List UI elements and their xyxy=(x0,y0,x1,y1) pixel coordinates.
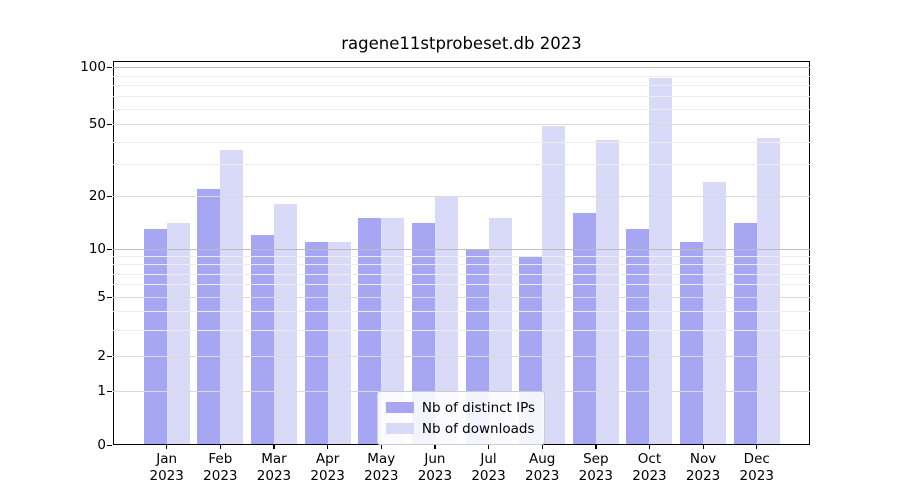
y-tick-50 xyxy=(107,123,112,125)
y-tick-1 xyxy=(107,390,112,392)
y-tick-label-20: 20 xyxy=(88,188,106,204)
x-tick-label-nov: Nov 2023 xyxy=(685,451,721,484)
x-tick-oct xyxy=(648,445,651,449)
bar-distinct-ips-jan xyxy=(143,228,167,444)
bar-downloads-feb xyxy=(220,149,244,444)
bar-distinct-ips-oct xyxy=(626,228,650,444)
minor-gridline-80 xyxy=(113,85,810,87)
x-tick-aug xyxy=(541,445,543,449)
bar-downloads-oct xyxy=(649,77,673,444)
x-tick-label-jul: Jul 2023 xyxy=(471,451,506,484)
legend-swatch-distinct-ips xyxy=(385,402,414,413)
minor-gridline-60 xyxy=(113,109,810,110)
y-tick-label-50: 50 xyxy=(88,116,106,132)
y-tick-label-10: 10 xyxy=(88,241,106,257)
gridline-5 xyxy=(113,297,810,298)
x-tick-label-dec: Dec 2023 xyxy=(739,451,774,484)
legend: Nb of distinct IPs Nb of downloads xyxy=(376,391,546,445)
x-tick-label-sep: Sep 2023 xyxy=(578,451,613,484)
x-tick-jun xyxy=(434,445,436,449)
x-tick-label-apr: Apr 2023 xyxy=(310,451,345,484)
bar-downloads-apr xyxy=(327,241,351,444)
legend-entry-distinct-ips: Nb of distinct IPs xyxy=(385,397,536,418)
x-tick-feb xyxy=(219,445,222,449)
y-tick-2 xyxy=(107,355,112,357)
x-tick-label-feb: Feb 2023 xyxy=(203,451,238,484)
bar-downloads-mar xyxy=(273,204,297,444)
legend-swatch-downloads xyxy=(385,423,414,434)
minor-gridline-90 xyxy=(113,75,810,77)
bar-distinct-ips-sep xyxy=(572,213,596,444)
bar-distinct-ips-dec xyxy=(733,223,757,444)
gridline-10 xyxy=(113,249,810,250)
gridline-2 xyxy=(113,356,810,357)
minor-gridline-6 xyxy=(113,284,810,286)
y-tick-5 xyxy=(107,296,112,298)
minor-gridline-70 xyxy=(113,96,810,98)
x-tick-apr xyxy=(327,445,329,449)
bar-downloads-nov xyxy=(703,181,727,444)
legend-entry-downloads: Nb of downloads xyxy=(385,418,535,439)
bar-distinct-ips-feb xyxy=(197,188,221,444)
x-tick-mar xyxy=(273,445,275,449)
x-tick-dec xyxy=(756,445,758,449)
bar-distinct-ips-mar xyxy=(250,235,274,444)
bar-distinct-ips-nov xyxy=(680,241,704,444)
gridline-50 xyxy=(113,124,810,125)
minor-gridline-9 xyxy=(113,256,810,258)
y-tick-20 xyxy=(107,195,112,197)
legend-label-downloads: Nb of downloads xyxy=(421,420,535,437)
y-tick-label-2: 2 xyxy=(97,348,106,364)
y-tick-label-0: 0 xyxy=(97,437,106,453)
x-tick-sep xyxy=(595,445,597,449)
minor-gridline-8 xyxy=(113,264,810,266)
x-tick-label-jan: Jan 2023 xyxy=(149,451,184,484)
minor-gridline-30 xyxy=(113,164,810,166)
bar-downloads-sep xyxy=(595,139,619,444)
legend-label-distinct-ips: Nb of distinct IPs xyxy=(421,399,536,416)
x-tick-label-oct: Oct 2023 xyxy=(632,451,667,484)
x-tick-nov xyxy=(702,445,704,449)
y-tick-label-5: 5 xyxy=(97,289,106,305)
x-tick-label-mar: Mar 2023 xyxy=(256,451,292,484)
bar-downloads-jan xyxy=(166,223,190,444)
minor-gridline-40 xyxy=(113,141,810,143)
y-tick-0 xyxy=(107,444,112,446)
minor-gridline-7 xyxy=(113,273,810,275)
bar-distinct-ips-apr xyxy=(304,241,328,444)
chart-title: ragene11stprobeset.db 2023 xyxy=(341,34,582,53)
bar-distinct-ips-jun xyxy=(411,223,435,444)
y-tick-100 xyxy=(107,66,112,68)
x-tick-jan xyxy=(166,445,168,449)
x-tick-jul xyxy=(488,445,490,449)
minor-gridline-4 xyxy=(113,311,810,313)
y-tick-label-100: 100 xyxy=(80,59,106,75)
x-tick-label-aug: Aug 2023 xyxy=(524,451,560,484)
x-tick-label-jun: Jun 2023 xyxy=(417,451,453,484)
x-tick-may xyxy=(380,445,382,449)
gridline-20 xyxy=(113,196,810,197)
y-tick-label-1: 1 xyxy=(97,383,106,399)
minor-gridline-3 xyxy=(113,329,810,331)
gridline-100 xyxy=(113,67,810,68)
y-tick-10 xyxy=(107,248,112,250)
bar-downloads-jun xyxy=(434,196,458,444)
bar-downloads-dec xyxy=(756,137,780,444)
x-tick-label-may: May 2023 xyxy=(364,451,399,484)
